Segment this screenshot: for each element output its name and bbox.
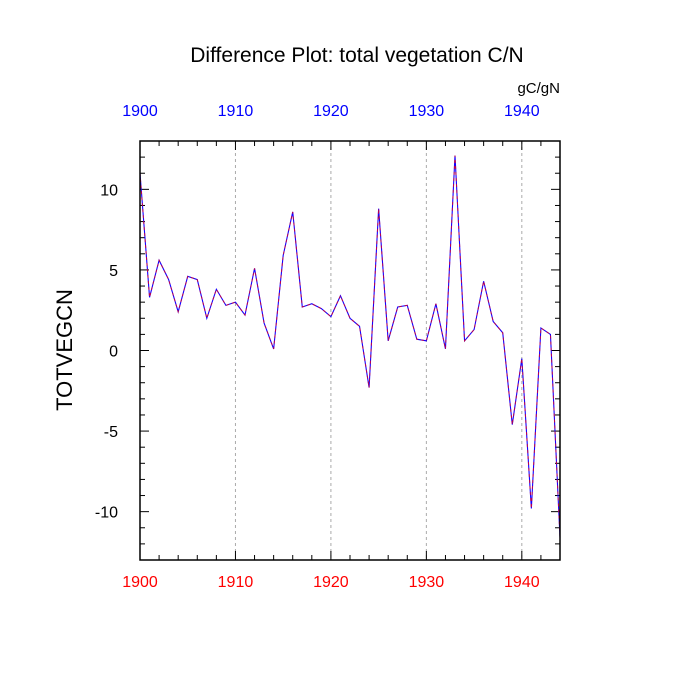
x-tick-label-top-1930: 1930: [409, 103, 445, 120]
series-line-dash-0: [139, 155, 561, 538]
x-tick-label-bottom-1900: 1900: [122, 574, 158, 591]
series-line-0: [139, 155, 561, 538]
y-tick-label--5: -5: [104, 424, 118, 441]
data-series: [139, 155, 561, 538]
x-tick-label-top-1900: 1900: [122, 103, 158, 120]
y-tick-label-10: 10: [100, 182, 118, 199]
y-tick-label-5: 5: [109, 263, 118, 280]
x-tick-label-top-1940: 1940: [504, 103, 540, 120]
units-label: gC/gN: [517, 80, 560, 97]
grid-lines: [234, 141, 523, 560]
x-tick-label-bottom-1910: 1910: [218, 574, 254, 591]
chart-title: Difference Plot: total vegetation C/N: [190, 44, 523, 67]
y-tick-label-0: 0: [109, 344, 118, 361]
y-tick-label--10: -10: [95, 505, 118, 522]
x-tick-label-top-1920: 1920: [313, 103, 349, 120]
tick-labels: 1900 1900 1910 1910 1920 1920 1930 1930 1940 1940…: [95, 103, 540, 591]
axis-ticks: [139, 140, 561, 561]
x-tick-label-bottom-1930: 1930: [409, 574, 445, 591]
y-axis-label: TOTVEGCN: [52, 289, 77, 411]
x-tick-label-bottom-1940: 1940: [504, 574, 540, 591]
x-tick-label-bottom-1920: 1920: [313, 574, 349, 591]
x-tick-label-top-1910: 1910: [218, 103, 254, 120]
plot-frame: [139, 140, 561, 561]
